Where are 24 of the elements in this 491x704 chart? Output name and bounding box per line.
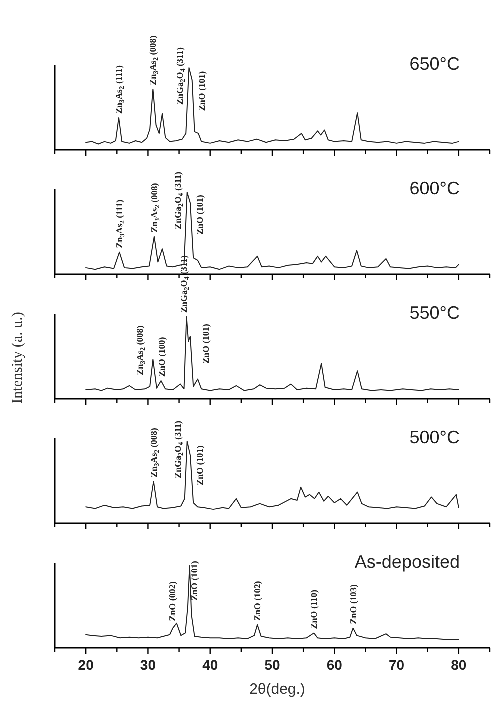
- annotation: ZnO (103): [348, 584, 358, 624]
- x-tick-label: 80: [451, 657, 467, 673]
- annotation: ZnO (110): [309, 590, 320, 630]
- x-axis-title: 2θ(deg.): [250, 681, 306, 698]
- annotation: ZnO (102): [252, 581, 263, 622]
- x-tick-label: 30: [140, 657, 156, 673]
- y-axis-title: Intensity (a. u.): [10, 312, 26, 404]
- annotation: ZnO (101): [194, 446, 205, 486]
- x-tick-label: 70: [388, 657, 405, 673]
- x-tick-label: 20: [78, 657, 94, 673]
- chart-title: 550°C: [410, 303, 460, 323]
- x-tick-label: 40: [202, 657, 218, 673]
- annotation: ZnO (101): [194, 195, 205, 235]
- annotation: ZnO (101): [196, 71, 207, 112]
- x-tick-label: 60: [326, 657, 343, 673]
- x-tick-label: 50: [264, 657, 280, 673]
- annotation: ZnO (100): [156, 337, 167, 377]
- chart-title: 650°C: [410, 54, 460, 74]
- annotation: ZnO (101): [200, 324, 211, 364]
- annotation: ZnO (101): [189, 561, 200, 601]
- annotation: ZnO (002): [167, 582, 178, 622]
- chart-title: As-deposited: [354, 552, 460, 572]
- chart-title: 600°C: [410, 178, 460, 198]
- chart-title: 500°C: [410, 428, 460, 448]
